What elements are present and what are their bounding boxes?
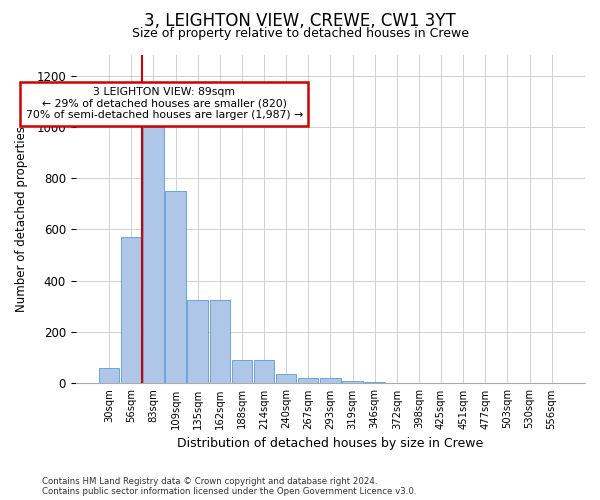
Text: 3 LEIGHTON VIEW: 89sqm
← 29% of detached houses are smaller (820)
70% of semi-de: 3 LEIGHTON VIEW: 89sqm ← 29% of detached… bbox=[26, 87, 303, 120]
Text: 3, LEIGHTON VIEW, CREWE, CW1 3YT: 3, LEIGHTON VIEW, CREWE, CW1 3YT bbox=[144, 12, 456, 30]
Bar bbox=[364, 382, 385, 384]
Y-axis label: Number of detached properties: Number of detached properties bbox=[15, 126, 28, 312]
Bar bbox=[409, 383, 429, 384]
Bar bbox=[99, 368, 119, 384]
Bar bbox=[320, 378, 341, 384]
X-axis label: Distribution of detached houses by size in Crewe: Distribution of detached houses by size … bbox=[177, 437, 484, 450]
Bar bbox=[209, 300, 230, 384]
Bar bbox=[143, 127, 164, 384]
Bar bbox=[121, 237, 142, 384]
Text: Contains HM Land Registry data © Crown copyright and database right 2024.
Contai: Contains HM Land Registry data © Crown c… bbox=[42, 476, 416, 496]
Bar bbox=[187, 300, 208, 384]
Bar bbox=[166, 191, 185, 384]
Bar bbox=[298, 378, 319, 384]
Text: Size of property relative to detached houses in Crewe: Size of property relative to detached ho… bbox=[131, 28, 469, 40]
Bar bbox=[232, 360, 252, 384]
Bar bbox=[343, 381, 363, 384]
Bar bbox=[254, 360, 274, 384]
Bar bbox=[386, 382, 407, 384]
Bar bbox=[276, 374, 296, 384]
